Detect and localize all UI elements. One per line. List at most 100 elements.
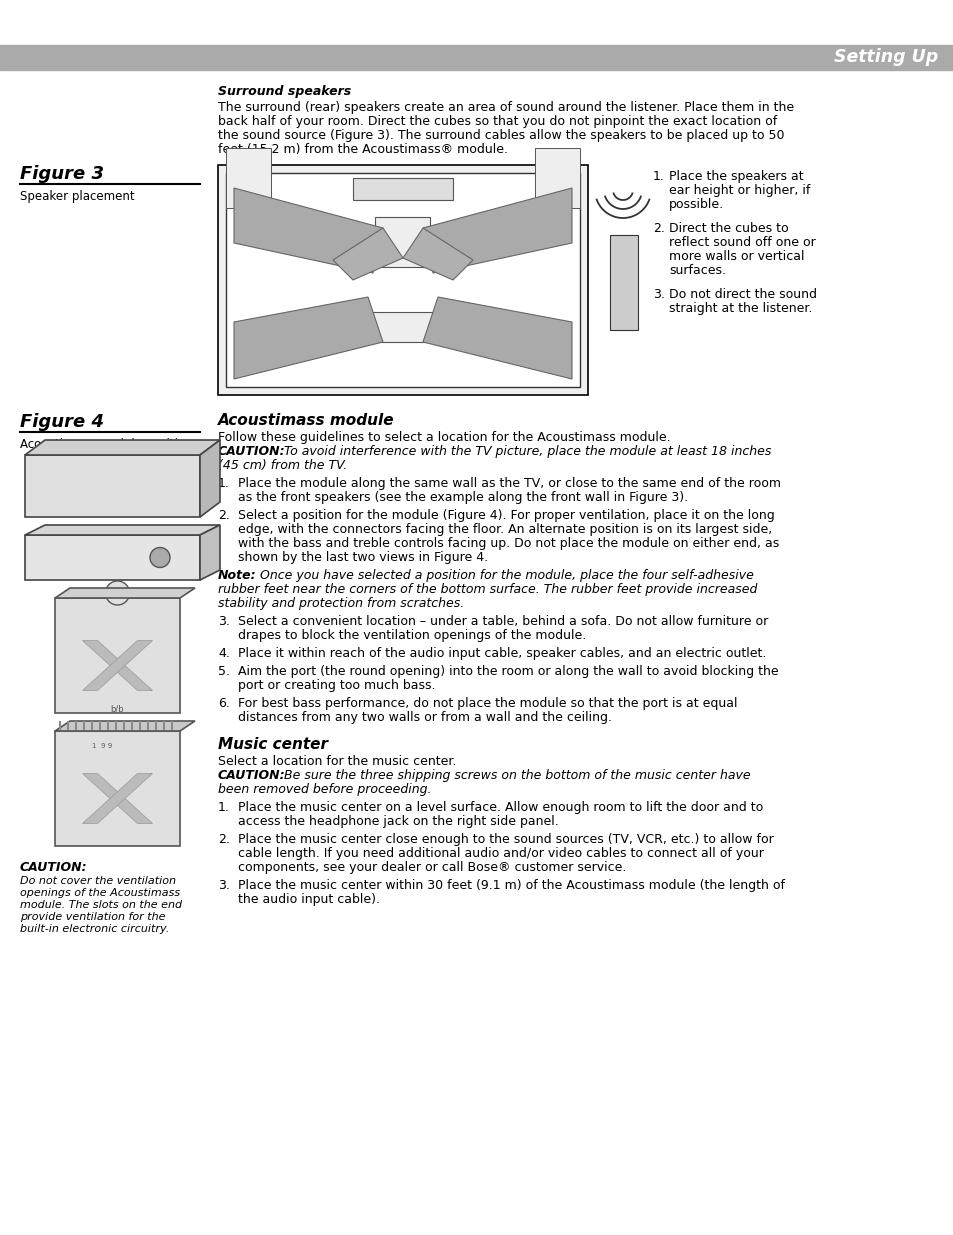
Text: Place the speakers at: Place the speakers at — [668, 170, 802, 183]
Bar — [55, 731, 180, 846]
Text: Do not cover the ventilation: Do not cover the ventilation — [20, 876, 175, 885]
Circle shape — [106, 580, 130, 605]
Text: drapes to block the ventilation openings of the module.: drapes to block the ventilation openings… — [237, 629, 586, 642]
Text: the audio input cable).: the audio input cable). — [237, 893, 379, 906]
Bar — [0, 44, 953, 70]
Polygon shape — [422, 188, 572, 273]
Text: components, see your dealer or call Bose® customer service.: components, see your dealer or call Bose… — [237, 861, 626, 874]
Polygon shape — [200, 525, 220, 580]
Text: Place it within reach of the audio input cable, speaker cables, and an electric : Place it within reach of the audio input… — [237, 647, 765, 659]
Polygon shape — [25, 440, 220, 454]
Text: reflect sound off one or: reflect sound off one or — [668, 236, 815, 249]
Bar — [353, 178, 453, 200]
Text: 1.: 1. — [652, 170, 664, 183]
Text: shown by the last two views in Figure 4.: shown by the last two views in Figure 4. — [237, 551, 488, 564]
Text: cable length. If you need additional audio and/or video cables to connect all of: cable length. If you need additional aud… — [237, 847, 763, 860]
Text: Figure 4: Figure 4 — [20, 412, 104, 431]
Polygon shape — [333, 228, 402, 280]
Text: Be sure the three shipping screws on the bottom of the music center have: Be sure the three shipping screws on the… — [280, 769, 750, 782]
Text: Direct the cubes to: Direct the cubes to — [668, 222, 788, 235]
Text: Setting Up: Setting Up — [833, 48, 937, 67]
Bar — [205, 563, 213, 567]
Bar — [55, 598, 180, 713]
Text: the sound source (Figure 3). The surround cables allow the speakers to be placed: the sound source (Figure 3). The surroun… — [218, 128, 783, 142]
Circle shape — [150, 547, 170, 568]
Polygon shape — [82, 773, 152, 824]
Text: Place the music center within 30 feet (9.1 m) of the Acoustimass module (the len: Place the music center within 30 feet (9… — [237, 879, 784, 892]
Polygon shape — [25, 525, 220, 535]
Polygon shape — [82, 641, 152, 690]
Polygon shape — [422, 296, 572, 379]
Text: edge, with the connectors facing the floor. An alternate position is on its larg: edge, with the connectors facing the flo… — [237, 522, 771, 536]
Text: b/b: b/b — [111, 705, 124, 714]
Text: Place the music center close enough to the sound sources (TV, VCR, etc.) to allo: Place the music center close enough to t… — [237, 832, 773, 846]
Bar — [226, 173, 579, 387]
Text: To avoid interference with the TV picture, place the module at least 18 inches: To avoid interference with the TV pictur… — [280, 445, 771, 458]
Text: 1.: 1. — [218, 802, 230, 814]
Text: surfaces.: surfaces. — [668, 264, 725, 277]
Text: openings of the Acoustimass: openings of the Acoustimass — [20, 888, 180, 898]
Text: 3.: 3. — [652, 288, 664, 301]
Text: (45 cm) from the TV.: (45 cm) from the TV. — [218, 459, 347, 472]
Bar — [535, 148, 579, 207]
Bar — [218, 165, 587, 395]
Text: The surround (rear) speakers create an area of sound around the listener. Place : The surround (rear) speakers create an a… — [218, 101, 793, 114]
Text: straight at the listener.: straight at the listener. — [668, 303, 812, 315]
Text: CAUTION:: CAUTION: — [20, 861, 88, 874]
Text: Select a convenient location – under a table, behind a sofa. Do not allow furnit: Select a convenient location – under a t… — [237, 615, 767, 629]
Polygon shape — [55, 588, 194, 598]
Bar — [205, 571, 213, 576]
Polygon shape — [200, 440, 220, 517]
Text: Aim the port (the round opening) into the room or along the wall to avoid blocki: Aim the port (the round opening) into th… — [237, 664, 778, 678]
Text: back half of your room. Direct the cubes so that you do not pinpoint the exact l: back half of your room. Direct the cubes… — [218, 115, 777, 128]
Text: For best bass performance, do not place the module so that the port is at equal: For best bass performance, do not place … — [237, 697, 737, 710]
Text: 2.: 2. — [218, 832, 230, 846]
Bar — [609, 235, 638, 330]
FancyBboxPatch shape — [25, 454, 200, 517]
Polygon shape — [82, 641, 152, 690]
Text: CAUTION:: CAUTION: — [218, 769, 285, 782]
Text: as the front speakers (see the example along the front wall in Figure 3).: as the front speakers (see the example a… — [237, 492, 687, 504]
Bar — [537, 325, 567, 347]
Bar — [205, 547, 213, 551]
Text: 1  9 9: 1 9 9 — [92, 743, 112, 748]
Text: Select a location for the music center.: Select a location for the music center. — [218, 755, 456, 768]
Text: distances from any two walls or from a wall and the ceiling.: distances from any two walls or from a w… — [237, 711, 612, 724]
Bar — [226, 148, 271, 207]
Text: rubber feet near the corners of the bottom surface. The rubber feet provide incr: rubber feet near the corners of the bott… — [218, 583, 757, 597]
Text: Select a position for the module (Figure 4). For proper ventilation, place it on: Select a position for the module (Figure… — [237, 509, 774, 522]
Text: been removed before proceeding.: been removed before proceeding. — [218, 783, 431, 797]
Text: 2.: 2. — [652, 222, 664, 235]
Text: Place the module along the same wall as the TV, or close to the same end of the : Place the module along the same wall as … — [237, 477, 781, 490]
Text: Place the music center on a level surface. Allow enough room to lift the door an: Place the music center on a level surfac… — [237, 802, 762, 814]
Text: 6.: 6. — [218, 697, 230, 710]
Text: Acoustimass module: Acoustimass module — [218, 412, 395, 429]
Text: 1.: 1. — [218, 477, 230, 490]
Text: 3.: 3. — [218, 615, 230, 629]
Polygon shape — [55, 721, 194, 731]
Text: Do not direct the sound: Do not direct the sound — [668, 288, 816, 301]
Bar — [25, 535, 200, 580]
Text: feet (15.2 m) from the Acoustimass® module.: feet (15.2 m) from the Acoustimass® modu… — [218, 143, 507, 156]
Text: 3.: 3. — [218, 879, 230, 892]
Text: stability and protection from scratches.: stability and protection from scratches. — [218, 597, 464, 610]
Text: module. The slots on the end: module. The slots on the end — [20, 900, 182, 910]
Text: Music center: Music center — [218, 737, 328, 752]
Text: CAUTION:: CAUTION: — [218, 445, 285, 458]
Text: Surround speakers: Surround speakers — [218, 85, 351, 98]
Polygon shape — [233, 296, 382, 379]
Bar — [360, 312, 445, 342]
Text: with the bass and treble controls facing up. Do not place the module on either e: with the bass and treble controls facing… — [237, 537, 779, 550]
Text: 5.: 5. — [218, 664, 230, 678]
Bar — [205, 483, 213, 488]
Polygon shape — [402, 228, 473, 280]
Text: port or creating too much bass.: port or creating too much bass. — [237, 679, 435, 692]
Polygon shape — [82, 773, 152, 824]
Text: Once you have selected a position for the module, place the four self-adhesive: Once you have selected a position for th… — [255, 569, 753, 582]
Bar — [205, 555, 213, 559]
Text: built-in electronic circuitry.: built-in electronic circuitry. — [20, 924, 169, 934]
Text: Note:: Note: — [218, 569, 256, 582]
Bar — [205, 493, 213, 498]
Text: provide ventilation for the: provide ventilation for the — [20, 911, 165, 923]
Text: ear height or higher, if: ear height or higher, if — [668, 184, 809, 198]
